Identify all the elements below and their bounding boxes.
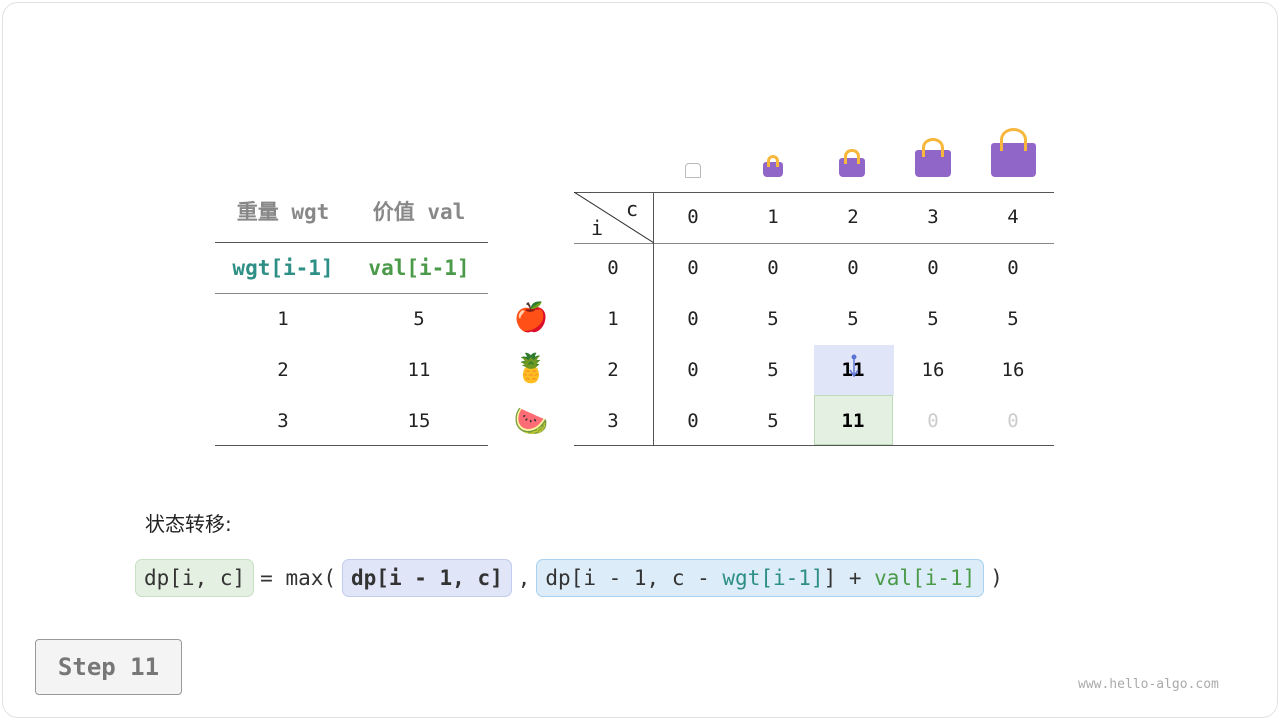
header-weight: 重量 wgt [236,200,330,224]
row-label: 0 [607,257,619,279]
col-header: 1 [767,206,779,228]
dp-cell: 0 [927,410,939,432]
formula-lhs: dp[i, c] [135,559,255,597]
row-label: 2 [607,359,619,381]
highlight-target-cell [814,395,893,445]
formula: dp[i, c] = max( dp[i - 1, c] , dp[i - 1,… [135,559,1003,597]
dp-cell: 0 [687,410,699,432]
dp-cell: 5 [767,359,779,381]
dp-cell: 0 [1007,410,1019,432]
row-label: 3 [607,410,619,432]
step-button[interactable]: Step 11 [35,639,182,695]
watermelon-icon: 🍉 [513,404,549,438]
dp-cell: 5 [1007,308,1019,330]
dp-cell: 16 [921,359,945,381]
dp-cell: 0 [847,257,859,279]
apple-icon: 🍎 [513,300,549,334]
dp-cell: 0 [687,257,699,279]
dp-cell: 5 [767,410,779,432]
subheader-wgt: wgt[i-1] [232,256,334,280]
dp-cell: 5 [927,308,939,330]
watermark: www.hello-algo.com [1078,677,1219,692]
val-cell: 11 [407,359,431,381]
formula-comma: , [517,566,531,590]
header-value: 价值 val [372,200,466,224]
dp-cell: 0 [687,359,699,381]
formula-term1: dp[i - 1, c] [342,559,512,597]
pineapple-icon: 🍍 [513,351,549,385]
bag-icon-1 [763,155,783,177]
bag-icon-2 [839,149,865,177]
col-header: 0 [687,206,699,228]
dp-cell: 5 [847,308,859,330]
formula-close: ) [990,566,1003,590]
wgt-cell: 3 [277,410,289,432]
dp-cell: 0 [687,308,699,330]
val-cell: 15 [407,410,431,432]
dp-cell: 11 [841,410,865,432]
dp-cell: 16 [1001,359,1025,381]
dp-cell: 0 [927,257,939,279]
subheader-val: val[i-1] [368,256,470,280]
col-header: 4 [1007,206,1019,228]
corner-c: c [625,197,639,221]
bag-icon-empty [685,163,701,178]
transition-arrow [849,354,859,378]
dp-cell: 5 [767,308,779,330]
wgt-cell: 2 [277,359,289,381]
val-cell: 5 [413,308,425,330]
row-label: 1 [607,308,619,330]
col-header: 2 [847,206,859,228]
dp-cell: 0 [1007,257,1019,279]
bag-icon-3 [915,137,951,177]
corner-diagonal [574,192,654,244]
bag-icon-4 [991,127,1036,177]
formula-eq: = max( [260,566,337,590]
dp-cell: 11 [841,359,865,381]
col-header: 3 [927,206,939,228]
corner-i: i [590,216,604,240]
wgt-cell: 1 [277,308,289,330]
transition-label: 状态转移: [145,512,232,536]
dp-cell: 0 [767,257,779,279]
formula-term2: dp[i - 1, c - wgt[i-1]] + val[i-1] [536,559,985,597]
